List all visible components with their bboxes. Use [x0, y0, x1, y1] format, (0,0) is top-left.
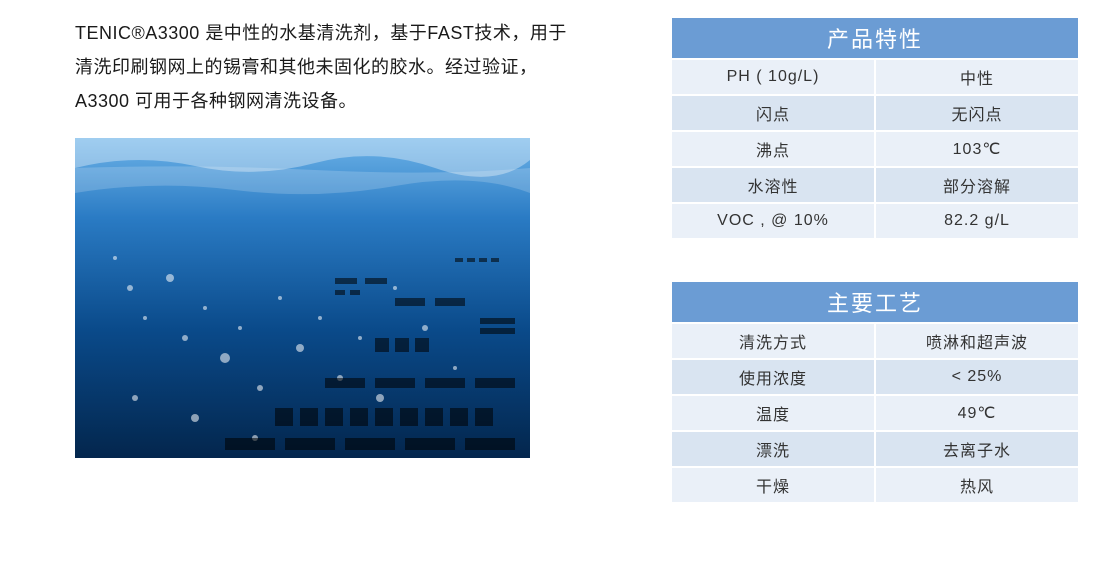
left-column: TENIC®A3300 是中性的水基清洗剂，基于FAST技术，用于清洗印刷钢网上… — [75, 16, 575, 504]
table-row: 漂洗去离子水 — [672, 432, 1078, 466]
table-row: PH ( 10g/L)中性 — [672, 60, 1078, 94]
property-value: 49℃ — [876, 396, 1078, 430]
table-title: 产品特性 — [672, 18, 1078, 58]
property-label: 漂洗 — [672, 432, 874, 466]
page-content: TENIC®A3300 是中性的水基清洗剂，基于FAST技术，用于清洗印刷钢网上… — [0, 0, 1115, 504]
property-label: 闪点 — [672, 96, 874, 130]
product-properties-table: 产品特性PH ( 10g/L)中性闪点无闪点沸点103℃水溶性部分溶解VOC ,… — [670, 16, 1080, 240]
table-row: 干燥热风 — [672, 468, 1078, 502]
property-label: 温度 — [672, 396, 874, 430]
product-description: TENIC®A3300 是中性的水基清洗剂，基于FAST技术，用于清洗印刷钢网上… — [75, 16, 575, 118]
property-value: 中性 — [876, 60, 1078, 94]
property-label: 清洗方式 — [672, 324, 874, 358]
table-row: 沸点103℃ — [672, 132, 1078, 166]
property-label: 干燥 — [672, 468, 874, 502]
table-row: 水溶性部分溶解 — [672, 168, 1078, 202]
property-label: 沸点 — [672, 132, 874, 166]
product-image — [75, 138, 530, 458]
property-value: 去离子水 — [876, 432, 1078, 466]
water-pcb-illustration — [75, 138, 530, 458]
property-label: PH ( 10g/L) — [672, 60, 874, 94]
property-value: 喷淋和超声波 — [876, 324, 1078, 358]
table-row: 清洗方式喷淋和超声波 — [672, 324, 1078, 358]
property-value: 无闪点 — [876, 96, 1078, 130]
property-label: VOC , @ 10% — [672, 204, 874, 238]
table-row: 闪点无闪点 — [672, 96, 1078, 130]
right-column: 产品特性PH ( 10g/L)中性闪点无闪点沸点103℃水溶性部分溶解VOC ,… — [670, 16, 1080, 504]
property-value: < 25% — [876, 360, 1078, 394]
table-row: VOC , @ 10%82.2 g/L — [672, 204, 1078, 238]
property-value: 82.2 g/L — [876, 204, 1078, 238]
property-value: 热风 — [876, 468, 1078, 502]
process-table: 主要工艺清洗方式喷淋和超声波使用浓度< 25%温度49℃漂洗去离子水干燥热风 — [670, 280, 1080, 504]
table-title: 主要工艺 — [672, 282, 1078, 322]
property-label: 使用浓度 — [672, 360, 874, 394]
table-row: 使用浓度< 25% — [672, 360, 1078, 394]
property-value: 103℃ — [876, 132, 1078, 166]
property-label: 水溶性 — [672, 168, 874, 202]
table-row: 温度49℃ — [672, 396, 1078, 430]
property-value: 部分溶解 — [876, 168, 1078, 202]
